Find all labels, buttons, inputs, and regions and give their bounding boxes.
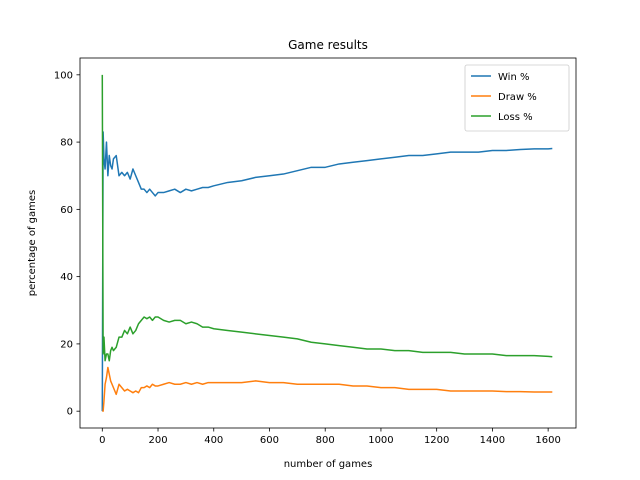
x-tick-label: 1400 <box>480 435 505 446</box>
axes-frame <box>79 57 577 429</box>
series-line-2 <box>101 74 553 362</box>
x-tick-label: 600 <box>260 435 279 446</box>
y-tick-label: 40 <box>60 272 73 283</box>
legend: Win % Draw % Loss % <box>464 64 570 132</box>
y-tick-label: 100 <box>54 70 73 81</box>
x-tick-label: 400 <box>204 435 223 446</box>
x-axis-title: number of games <box>284 459 373 470</box>
legend-label: Draw % <box>498 92 537 103</box>
chart-title: Game results <box>288 38 368 52</box>
y-tick-label: 80 <box>60 138 73 149</box>
legend-label: Win % <box>498 72 529 83</box>
series-line-0 <box>101 131 553 412</box>
series-line-1 <box>102 366 553 412</box>
plot-area: 0 200 400 600 800 1000 1200 1400 1600 0 20 40 60 80 10… <box>54 57 577 446</box>
x-tick-label: 1600 <box>535 435 560 446</box>
x-tick-label: 1000 <box>368 435 393 446</box>
y-tick-label: 20 <box>60 339 73 350</box>
x-tick-label: 200 <box>148 435 167 446</box>
x-tick-label: 1200 <box>424 435 449 446</box>
y-axis-title: percentage of games <box>27 190 38 297</box>
y-tick-label: 60 <box>60 205 73 216</box>
y-tick-label: 0 <box>67 407 73 418</box>
x-tick-label: 0 <box>99 435 105 446</box>
legend-label: Loss % <box>498 112 533 123</box>
legend-box <box>464 64 570 132</box>
x-tick-label: 800 <box>316 435 335 446</box>
